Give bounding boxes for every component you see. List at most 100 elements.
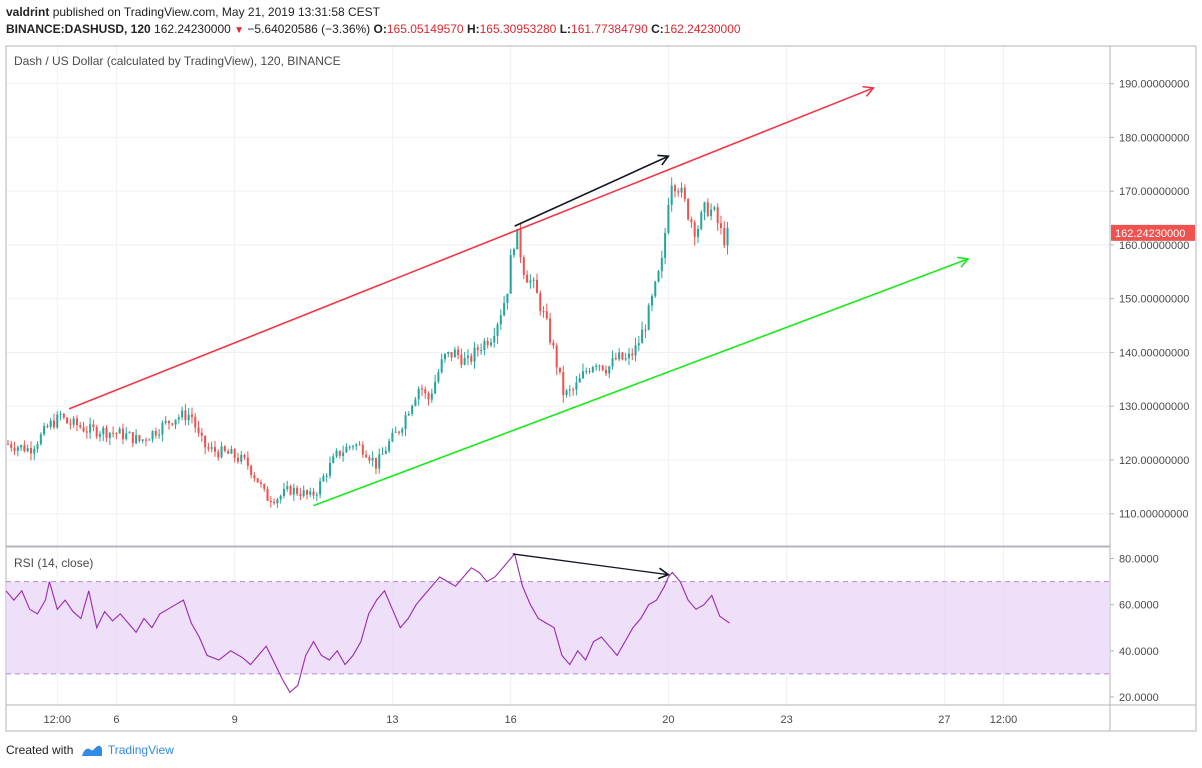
candle-body: [378, 454, 381, 469]
candle-body: [654, 281, 657, 297]
candle-body: [161, 422, 164, 435]
candle-body: [259, 482, 262, 484]
candle-body: [365, 454, 368, 458]
candle-body: [315, 494, 318, 496]
candle-body: [509, 255, 512, 294]
candle-body: [407, 413, 410, 416]
candle-body: [401, 429, 404, 433]
candle-body: [289, 486, 292, 495]
candle-body: [719, 223, 722, 228]
y-tick-label: 160.00000000: [1119, 240, 1189, 252]
candle-body: [503, 302, 506, 316]
candle-body: [414, 399, 417, 406]
candle-body: [483, 340, 486, 351]
y-tick-label: 190.00000000: [1119, 79, 1189, 91]
tradingview-brand[interactable]: TradingView: [107, 743, 174, 757]
candle-body: [351, 446, 354, 448]
rsi-line: [5, 552, 730, 694]
candle-body: [49, 420, 52, 428]
down-arrow-icon: ▼: [234, 25, 245, 36]
candle-body: [79, 425, 82, 428]
trend-line: [68, 87, 874, 410]
candle-body: [427, 393, 430, 400]
candle-body: [381, 453, 384, 455]
symbol-label: BINANCE:DASHUSD, 120: [6, 22, 151, 36]
candle-body: [190, 414, 193, 417]
candle-body: [562, 371, 565, 396]
candle-body: [322, 476, 325, 482]
candle-body: [194, 416, 197, 428]
candle-body: [233, 449, 236, 459]
candle-body: [20, 445, 23, 448]
candle-body: [624, 358, 627, 360]
candle-body: [397, 431, 400, 433]
candle-body: [611, 357, 614, 367]
candle-body: [614, 357, 617, 360]
candle-body: [335, 450, 338, 457]
candle-body: [473, 347, 476, 362]
candle-body: [710, 209, 713, 217]
candle-body: [112, 432, 115, 434]
candle-body: [384, 451, 387, 454]
candle-body: [713, 207, 716, 210]
candle-body: [217, 451, 220, 458]
candle-body: [700, 212, 703, 230]
tradingview-logo-icon: [81, 745, 102, 756]
low-value: 161.77384790: [571, 22, 648, 36]
candle-body: [13, 447, 16, 451]
candle-body: [72, 418, 75, 425]
x-tick-label: 23: [781, 714, 793, 726]
candle-body: [604, 370, 607, 374]
candle-body: [151, 431, 154, 440]
candle-body: [598, 365, 601, 367]
footer: Created with TradingView: [6, 743, 174, 758]
x-tick-label: 6: [113, 714, 119, 726]
candle-body: [506, 293, 509, 303]
candle-body: [348, 446, 351, 448]
candle-body: [240, 454, 243, 462]
candle-body: [512, 249, 515, 256]
candle-body: [460, 354, 463, 365]
y-tick-label: 150.00000000: [1119, 294, 1189, 306]
candle-body: [650, 296, 653, 306]
y-tick-label: 180.00000000: [1119, 132, 1189, 144]
candle-body: [355, 444, 358, 447]
rsi-tick-label: 80.0000: [1119, 554, 1159, 566]
candle-body: [394, 431, 397, 433]
candle-body: [197, 427, 200, 433]
candle-body: [223, 446, 226, 452]
candle-body: [463, 357, 466, 365]
candle-body: [279, 495, 282, 500]
candle-body: [371, 457, 374, 461]
candle-body: [578, 378, 581, 383]
candle-body: [305, 490, 308, 495]
candle-body: [154, 431, 157, 436]
candle-body: [220, 446, 223, 458]
candle-body: [128, 432, 131, 434]
publisher-name[interactable]: valdrint: [6, 5, 50, 19]
candle-body: [187, 414, 190, 421]
candle-body: [489, 342, 492, 346]
candle-body: [26, 447, 29, 452]
trend-line: [313, 258, 969, 507]
candle-body: [263, 483, 266, 489]
candle-body: [69, 423, 72, 425]
candle-body: [424, 389, 427, 394]
candle-body: [667, 204, 670, 233]
y-tick-label: 110.00000000: [1119, 509, 1189, 521]
created-with-text: Created with: [6, 743, 74, 757]
candle-body: [319, 481, 322, 495]
candle-body: [227, 451, 230, 454]
candle-body: [670, 185, 673, 205]
candle-body: [302, 490, 305, 496]
candle-body: [496, 324, 499, 336]
low-label: L:: [559, 22, 572, 36]
candle-body: [174, 419, 177, 425]
candle-body: [411, 405, 414, 414]
candle-body: [690, 219, 693, 223]
candle-body: [588, 370, 591, 372]
candle-body: [266, 488, 269, 501]
candle-body: [447, 352, 450, 354]
candle-body: [723, 227, 726, 246]
